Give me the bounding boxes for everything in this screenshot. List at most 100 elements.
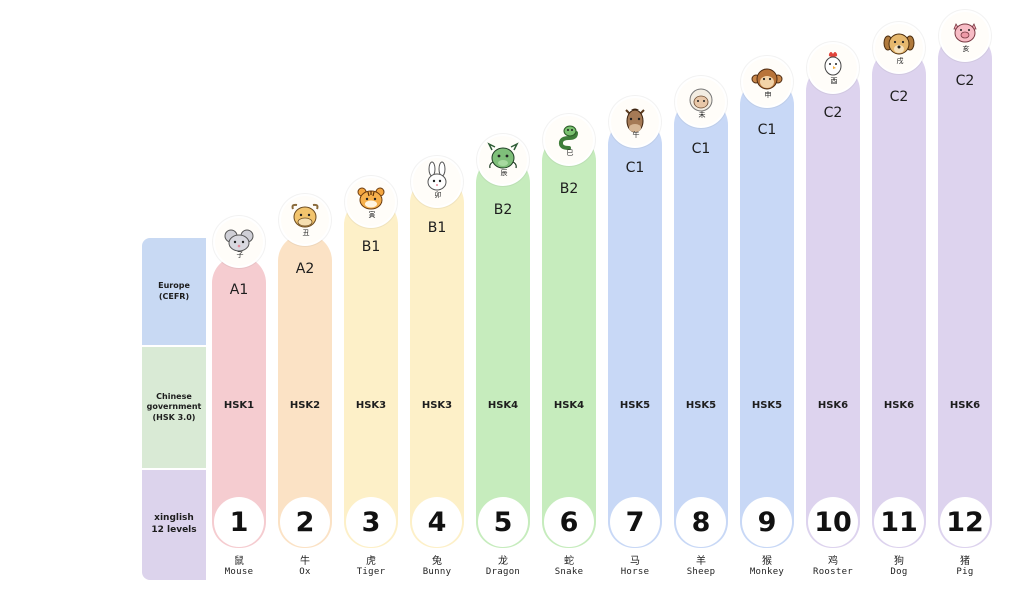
level-column: 辰 B2 HSK4 5 龙 Dragon: [476, 0, 530, 604]
level-bar: [278, 234, 332, 548]
zodiac-chinese-name: 牛: [300, 556, 310, 567]
zodiac-badge: 申: [741, 56, 793, 108]
hsk-level: HSK2: [289, 400, 321, 411]
level-bar: [872, 48, 926, 548]
zodiac-badge: 亥: [939, 10, 991, 62]
zodiac-badge: 戌: [873, 22, 925, 74]
level-column: 酉 C2 HSK6 10 鸡 Rooster: [806, 0, 860, 604]
zodiac-chinese-name: 龙: [498, 556, 508, 567]
level-bar: [608, 118, 662, 548]
cefr-level: A1: [229, 282, 249, 298]
level-bar: [740, 78, 794, 548]
zodiac-badge: 卯: [411, 156, 463, 208]
level-column: 卯 B1 HSK3 4 兔 Bunny: [410, 0, 464, 604]
hsk-level: HSK4: [487, 400, 519, 411]
cefr-level: C1: [691, 141, 711, 157]
zodiac-badge: 丑: [279, 194, 331, 246]
hsk-level: HSK6: [883, 400, 915, 411]
cefr-level: B2: [493, 202, 513, 218]
level-column: 寅 B1 HSK3 3 虎 Tiger: [344, 0, 398, 604]
cefr-level: A2: [295, 261, 315, 277]
zodiac-chinese-name: 猪: [960, 556, 970, 567]
hsk-level: HSK6: [817, 400, 849, 411]
zodiac-english-name: Dragon: [485, 567, 521, 577]
earthly-branch-char: 申: [764, 91, 772, 99]
cefr-level: B2: [559, 181, 579, 197]
hsk-level: HSK4: [553, 400, 585, 411]
zodiac-english-name: Dog: [890, 567, 908, 577]
level-column: 丑 A2 HSK2 2 牛 Ox: [278, 0, 332, 604]
cefr-level: B1: [361, 239, 381, 255]
row-label-cefr: Europe (CEFR): [142, 238, 206, 345]
level-column: 申 C1 HSK5 9 猴 Monkey: [740, 0, 794, 604]
earthly-branch-char: 未: [698, 111, 706, 119]
xinglish-level-number: 10: [808, 497, 858, 547]
xinglish-level-number: 7: [610, 497, 660, 547]
xinglish-level-number: 3: [346, 497, 396, 547]
earthly-branch-char: 寅: [368, 211, 376, 219]
hsk-level: HSK3: [421, 400, 453, 411]
zodiac-chinese-name: 马: [630, 556, 640, 567]
zodiac-english-name: Snake: [554, 567, 584, 577]
row-label-xinglish: xinglish 12 levels: [142, 470, 206, 580]
level-column: 子 A1 HSK1 1 鼠 Mouse: [212, 0, 266, 604]
hsk-level: HSK5: [751, 400, 783, 411]
zodiac-english-name: Ox: [299, 567, 311, 577]
level-bar: [674, 98, 728, 548]
earthly-branch-char: 戌: [896, 57, 904, 65]
level-bar: [806, 64, 860, 548]
zodiac-chinese-name: 羊: [696, 556, 706, 567]
zodiac-chinese-name: 兔: [432, 556, 442, 567]
zodiac-badge: 午: [609, 96, 661, 148]
cefr-level: C1: [757, 122, 777, 138]
level-column: 午 C1 HSK5 7 马 Horse: [608, 0, 662, 604]
zodiac-english-name: Monkey: [749, 567, 785, 577]
earthly-branch-char: 酉: [830, 77, 838, 85]
level-column: 未 C1 HSK5 8 羊 Sheep: [674, 0, 728, 604]
zodiac-chinese-name: 鼠: [234, 556, 244, 567]
zodiac-badge: 寅: [345, 176, 397, 228]
earthly-branch-char: 卯: [434, 191, 442, 199]
earthly-branch-char: 辰: [500, 169, 508, 177]
row-label-hsk: Chinese government (HSK 3.0): [142, 347, 206, 468]
xinglish-level-number: 6: [544, 497, 594, 547]
zodiac-badge: 未: [675, 76, 727, 128]
zodiac-badge: 子: [213, 216, 265, 268]
hsk-level: HSK3: [355, 400, 387, 411]
level-bar: [410, 176, 464, 548]
zodiac-chinese-name: 虎: [366, 556, 376, 567]
xinglish-level-number: 5: [478, 497, 528, 547]
level-column: 巳 B2 HSK4 6 蛇 Snake: [542, 0, 596, 604]
xinglish-level-number: 2: [280, 497, 330, 547]
zodiac-chinese-name: 狗: [894, 556, 904, 567]
zodiac-english-name: Mouse: [224, 567, 254, 577]
level-bar: [344, 198, 398, 548]
zodiac-english-name: Tiger: [356, 567, 386, 577]
xinglish-level-number: 1: [214, 497, 264, 547]
earthly-branch-char: 巳: [566, 149, 574, 157]
cefr-level: C1: [625, 160, 645, 176]
level-bar: [542, 134, 596, 548]
xinglish-level-number: 4: [412, 497, 462, 547]
hsk-level: HSK5: [619, 400, 651, 411]
zodiac-chinese-name: 蛇: [564, 556, 574, 567]
hsk-level: HSK5: [685, 400, 717, 411]
earthly-branch-char: 丑: [302, 229, 310, 237]
zodiac-badge: 辰: [477, 134, 529, 186]
zodiac-english-name: Horse: [620, 567, 650, 577]
zodiac-english-name: Rooster: [812, 567, 854, 577]
cefr-level: C2: [955, 73, 975, 89]
cefr-level: C2: [823, 105, 843, 121]
level-column: 亥 C2 HSK6 12 猪 Pig: [938, 0, 992, 604]
zodiac-badge: 巳: [543, 114, 595, 166]
zodiac-chinese-name: 鸡: [828, 556, 838, 567]
xinglish-level-number: 11: [874, 497, 924, 547]
zodiac-english-name: Bunny: [422, 567, 452, 577]
zodiac-english-name: Sheep: [686, 567, 716, 577]
zodiac-chinese-name: 猴: [762, 556, 772, 567]
cefr-level: C2: [889, 89, 909, 105]
cefr-level: B1: [427, 220, 447, 236]
zodiac-badge: 酉: [807, 42, 859, 94]
xinglish-level-number: 9: [742, 497, 792, 547]
zodiac-english-name: Pig: [956, 567, 974, 577]
